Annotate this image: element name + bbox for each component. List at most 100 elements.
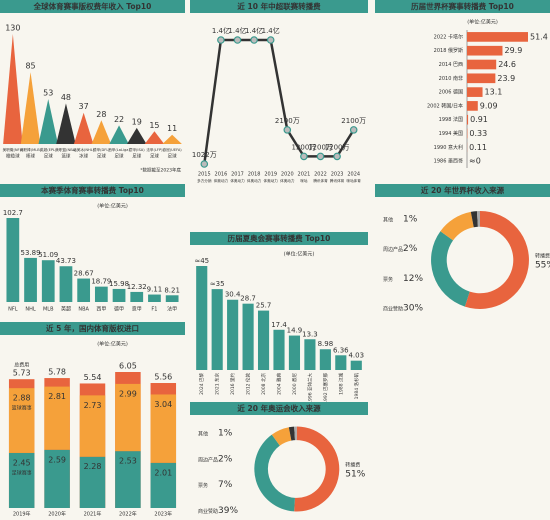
unit-label: (单位:亿美元) [97, 203, 128, 210]
x-tick-label: NHL [25, 307, 36, 313]
bar [6, 218, 20, 302]
bar [288, 335, 301, 370]
x-tick-sublabel: 体奥动力 [264, 178, 279, 183]
donut-slice [294, 426, 297, 441]
value-label: 85 [25, 62, 35, 71]
value-label: 15 [149, 121, 159, 130]
value-label: 37 [79, 102, 89, 111]
x-tick-sublabel: 咪咕体育 [347, 178, 362, 183]
value-label: ≈45 [194, 257, 209, 265]
line [203, 38, 355, 165]
x-tick-label: 美职橄(NFL) [3, 147, 24, 152]
bar-segment [150, 462, 177, 508]
x-tick-sublabel: 足球 [168, 153, 177, 160]
value-label: 28.7 [240, 295, 256, 303]
triangle-bar [144, 131, 165, 144]
x-tick-label: 2021 [298, 172, 311, 178]
x-tick-label: 德甲(DFL) [93, 147, 110, 152]
bar-segment [150, 394, 177, 463]
value-label: 13.1 [485, 88, 503, 97]
value-label: 13.3 [302, 330, 318, 338]
x-tick-label: 2024 [347, 172, 360, 178]
bar [257, 310, 270, 370]
bar-segment [44, 386, 70, 450]
x-tick-label: MLB [43, 307, 54, 313]
x-tick-label: 法甲 [167, 306, 177, 313]
x-tick-label: 2022 [314, 172, 327, 178]
total-label: 6.05 [119, 362, 137, 371]
bar [211, 289, 223, 370]
value-label: 18.79 [91, 278, 111, 286]
x-tick-sublabel: 多方分销 [197, 178, 212, 183]
y-tick-label: 2006 德国 [439, 89, 463, 96]
bar [467, 45, 503, 56]
triangle-bar [3, 34, 23, 144]
y-tick-label: 1986 墨西哥 [434, 159, 463, 165]
y-tick-label: 2014 巴西 [439, 62, 463, 68]
x-tick-label: 2016 [215, 172, 228, 178]
bar-segment [44, 449, 70, 508]
x-tick-label: 北美冰(NHL) [73, 147, 95, 152]
segment-label: 2.01 [154, 468, 172, 477]
bar [273, 329, 285, 370]
slice-value: 55% [535, 261, 550, 271]
donut-slice [440, 211, 474, 241]
donut-slice [470, 211, 478, 228]
chart-title: 近 5 年，国内体育版权进口 [46, 323, 139, 333]
bar [467, 114, 469, 125]
value-label: 22 [114, 115, 124, 124]
x-tick-label: 2022年 [119, 511, 137, 518]
x-tick-label: F1 [151, 307, 157, 313]
x-tick-label: 2024 巴黎 [198, 373, 205, 395]
point [283, 126, 292, 134]
y-tick-label: 2018 俄罗斯 [434, 47, 463, 54]
donut-slice [464, 211, 529, 309]
x-tick-sublabel: 篮球 [61, 153, 70, 160]
value-label: 1.4亿 [228, 26, 246, 35]
triangle-bar [38, 99, 58, 144]
donut-slice [271, 427, 292, 446]
x-tick-sublabel: 足球 [44, 153, 53, 160]
bar [319, 349, 331, 370]
unit-label: (单位:亿美元) [467, 19, 498, 26]
donut-slice [294, 426, 340, 512]
y-tick-label: 1998 法国 [439, 116, 463, 123]
value-label: 29.9 [504, 46, 522, 55]
value-label: 1200万 [325, 143, 350, 151]
value-label: 24.6 [498, 60, 516, 69]
value-label: 1200万 [308, 143, 333, 151]
x-tick-sublabel: 咪咕 [300, 178, 308, 183]
y-tick-label: 1994 美国 [439, 130, 463, 137]
x-tick-label: NBA [78, 307, 89, 313]
x-tick-label: 法甲(LFP) [146, 147, 163, 152]
chart-title: 历届世界杯赛事转播费 Top10 [411, 1, 514, 11]
point [233, 36, 242, 44]
slice-name: 商业赞助 [198, 508, 218, 515]
x-tick-label: 2019 [264, 172, 277, 178]
x-tick-label: 英超 [61, 306, 71, 313]
value-label: 0.91 [470, 115, 488, 124]
title-bar [375, 0, 550, 13]
slice-value: 2% [218, 454, 233, 464]
x-tick-label: 2023年 [154, 511, 172, 518]
value-label: 0.11 [469, 143, 487, 152]
point [349, 126, 358, 134]
x-tick-label: 2018 [248, 172, 261, 178]
bar [112, 288, 126, 302]
title-bar [190, 402, 368, 415]
donut-slice [431, 231, 470, 307]
bar [77, 278, 91, 302]
x-tick-label: 意甲(ISA) [129, 147, 145, 152]
segment-label: 2.53 [119, 457, 137, 466]
bar [227, 299, 239, 370]
x-tick-label: 2016 里约 [229, 373, 236, 395]
bar-segment [8, 388, 35, 453]
bar [24, 257, 37, 302]
slice-name: 转播费 [345, 462, 360, 469]
x-tick-label: 1984 洛杉矶 [353, 373, 360, 400]
title-bar [190, 232, 368, 245]
y-tick-label: 2002 韩国/日本 [427, 102, 463, 109]
segment-label: 2.81 [48, 392, 66, 401]
value-label: 8.21 [164, 286, 180, 294]
slice-name: 票务 [198, 482, 208, 489]
